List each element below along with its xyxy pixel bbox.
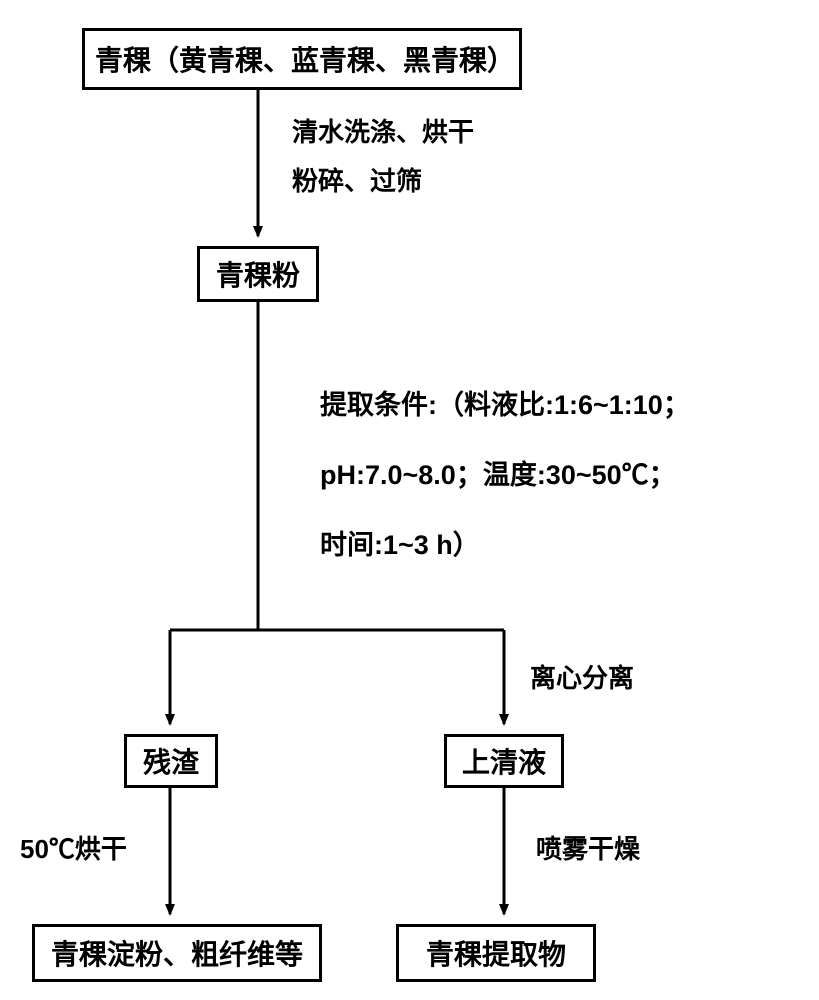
node-residue: 残渣 (124, 734, 218, 788)
flowchart-canvas: 青稞（黄青稞、蓝青稞、黑青稞） 青稞粉 残渣 上清液 青稞淀粉、粗纤维等 青稞提… (0, 0, 819, 1000)
node-powder: 青稞粉 (197, 246, 319, 302)
node-starch-label: 青稞淀粉、粗纤维等 (51, 933, 303, 973)
node-starch: 青稞淀粉、粗纤维等 (32, 924, 322, 982)
node-start: 青稞（黄青稞、蓝青稞、黑青稞） (82, 28, 522, 90)
edge-label-wash: 清水洗涤、烘干粉碎、过筛 (292, 108, 474, 207)
node-extract-label: 青稞提取物 (426, 933, 566, 973)
node-residue-label: 残渣 (143, 741, 199, 781)
node-supernatant: 上清液 (444, 734, 564, 788)
edge-label-centrifuge: 离心分离 (530, 654, 634, 703)
edge-label-spray: 喷雾干燥 (536, 825, 640, 874)
node-extract: 青稞提取物 (396, 924, 596, 982)
edge-label-dry50: 50℃烘干 (20, 825, 127, 874)
edge-label-conditions: 提取条件:（料液比:1:6~1:10；pH:7.0~8.0；温度:30~50℃；… (320, 370, 690, 581)
node-powder-label: 青稞粉 (216, 254, 300, 294)
node-start-label: 青稞（黄青稞、蓝青稞、黑青稞） (95, 39, 509, 79)
node-supernatant-label: 上清液 (462, 741, 546, 781)
